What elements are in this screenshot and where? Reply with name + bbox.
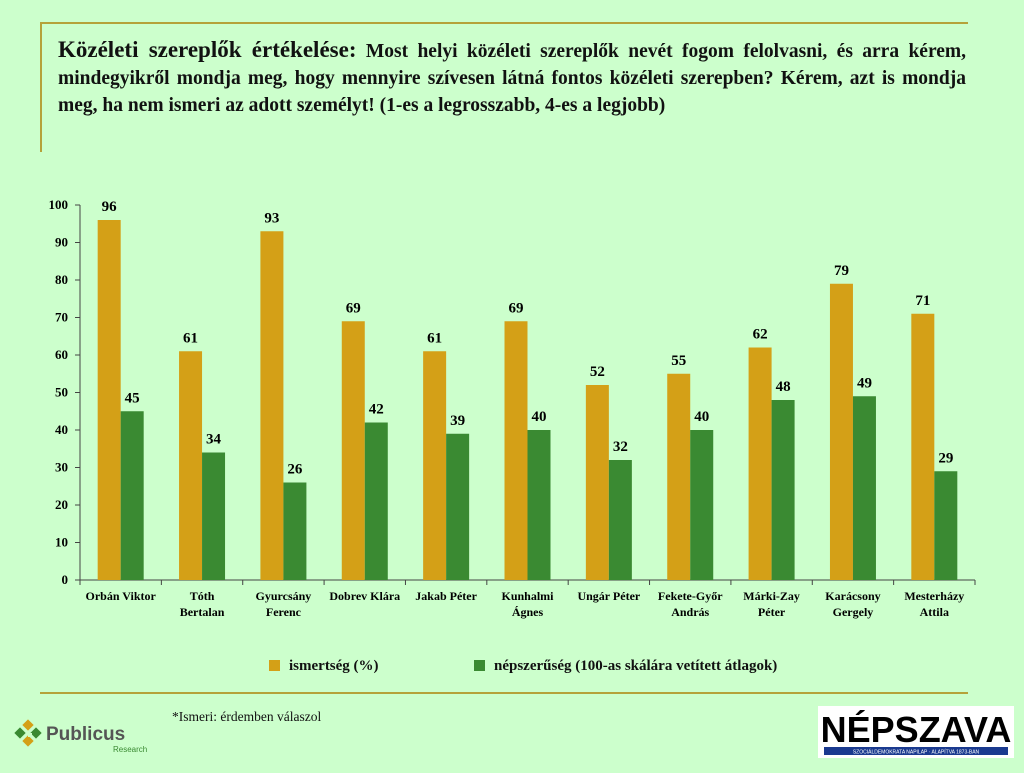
x-category-label: Attila: [920, 605, 949, 619]
bar-nepszeruseg: [690, 430, 714, 580]
x-category-label: Bertalan: [180, 605, 225, 619]
bar-ismertseg: [504, 321, 528, 580]
data-label-ismertseg: 79: [834, 263, 849, 279]
x-category-label: András: [671, 605, 709, 619]
publicus-logo: Publicus Research: [14, 719, 147, 754]
title-body: Most helyi közéleti szereplők nevét fogo…: [58, 41, 967, 116]
x-category-label: Karácsony: [825, 589, 880, 603]
y-tick-label: 80: [55, 272, 68, 287]
bar-ismertseg: [341, 321, 365, 580]
y-tick-label: 40: [55, 422, 68, 437]
nepszava-tagline: SZOCIÁLDEMOKRATA NAPILAP · ALAPÍTVA 1873…: [853, 749, 980, 756]
legend-label-ismertseg: ismertség (%): [289, 658, 379, 674]
bar-nepszeruseg: [852, 396, 876, 580]
bottom-rule: [40, 692, 968, 694]
data-label-ismertseg: 93: [264, 210, 279, 226]
y-tick-label: 30: [55, 460, 68, 475]
data-label-nepszeruseg: 49: [857, 375, 872, 391]
data-label-nepszeruseg: 40: [532, 409, 547, 425]
bar-nepszeruseg: [771, 400, 795, 580]
bar-nepszeruseg: [527, 430, 551, 580]
nepszava-logo: NÉPSZAVA SZOCIÁLDEMOKRATA NAPILAP · ALAP…: [818, 706, 1014, 758]
data-label-ismertseg: 69: [509, 300, 524, 316]
bar-ismertseg: [829, 283, 853, 580]
title-lead: Közéleti szereplők értékelése:: [58, 37, 357, 62]
footnote: *Ismeri: érdemben válaszol: [172, 709, 322, 724]
x-category-label: Fekete-Győr: [658, 589, 723, 603]
x-category-label: Ágnes: [512, 605, 544, 619]
data-label-ismertseg: 62: [753, 327, 768, 343]
data-label-nepszeruseg: 29: [938, 450, 953, 466]
bar-ismertseg: [667, 373, 691, 580]
data-label-ismertseg: 52: [590, 364, 605, 380]
bar-nepszeruseg: [120, 411, 144, 580]
bar-ismertseg: [585, 385, 609, 580]
x-category-label: Dobrev Klára: [329, 589, 400, 603]
y-tick-label: 10: [55, 535, 68, 550]
data-label-nepszeruseg: 32: [613, 439, 628, 455]
x-category-label: Márki-Zay: [743, 589, 800, 603]
data-label-ismertseg: 61: [183, 330, 198, 346]
bar-nepszeruseg: [934, 471, 958, 580]
x-category-label: Ferenc: [266, 605, 302, 619]
left-rule: [40, 22, 42, 152]
data-label-nepszeruseg: 45: [125, 390, 140, 406]
slide-title: Közéleti szereplők értékelése: Most hely…: [58, 36, 966, 119]
bar-nepszeruseg: [202, 452, 226, 580]
data-label-nepszeruseg: 39: [450, 413, 465, 429]
data-label-ismertseg: 71: [915, 293, 930, 309]
x-category-label: Kunhalmi: [501, 589, 554, 603]
publicus-sub: Research: [113, 745, 147, 754]
bar-nepszeruseg: [364, 422, 388, 580]
data-label-ismertseg: 61: [427, 330, 442, 346]
data-label-nepszeruseg: 42: [369, 402, 384, 418]
bar-ismertseg: [179, 351, 203, 580]
x-category-label: Mesterházy: [904, 589, 964, 603]
data-label-nepszeruseg: 48: [776, 379, 791, 395]
bar-ismertseg: [260, 231, 284, 580]
y-tick-label: 50: [55, 385, 68, 400]
x-category-label: Orbán Viktor: [86, 589, 157, 603]
publicus-wordmark: Publicus: [46, 724, 125, 745]
bar-ismertseg: [423, 351, 447, 580]
bar-ismertseg: [97, 220, 121, 580]
data-label-nepszeruseg: 26: [287, 462, 303, 478]
x-category-label: Tóth: [190, 589, 215, 603]
bar-nepszeruseg: [283, 482, 307, 580]
y-tick-label: 100: [49, 197, 69, 212]
x-category-label: Péter: [758, 605, 786, 619]
bar-ismertseg: [911, 313, 935, 580]
y-tick-label: 70: [55, 310, 68, 325]
nepszava-wordmark: NÉPSZAVA: [821, 709, 1012, 750]
x-category-label: Ungár Péter: [577, 589, 640, 603]
bar-nepszeruseg: [446, 433, 470, 580]
data-label-ismertseg: 55: [671, 353, 686, 369]
bar-ismertseg: [748, 347, 772, 580]
legend-label-nepszeruseg: népszerűség (100-as skálára vetített átl…: [494, 658, 778, 674]
data-label-ismertseg: 96: [102, 199, 118, 215]
data-label-nepszeruseg: 40: [694, 409, 709, 425]
y-tick-label: 20: [55, 497, 68, 512]
x-category-label: Jakab Péter: [415, 589, 477, 603]
publicus-diamond-icon: [14, 719, 42, 747]
top-rule: [40, 22, 968, 24]
legend-swatch-ismertseg: [269, 660, 280, 671]
x-category-label: Gergely: [833, 605, 874, 619]
x-category-label: Gyurcsány: [256, 589, 312, 603]
bar-nepszeruseg: [608, 460, 632, 580]
data-label-nepszeruseg: 34: [206, 432, 222, 448]
nepszava-tagline-bar: [824, 747, 1008, 755]
legend-swatch-nepszeruseg: [474, 660, 485, 671]
y-tick-label: 0: [62, 572, 69, 587]
y-tick-label: 90: [55, 235, 68, 250]
data-label-ismertseg: 69: [346, 300, 361, 316]
y-tick-label: 60: [55, 347, 68, 362]
